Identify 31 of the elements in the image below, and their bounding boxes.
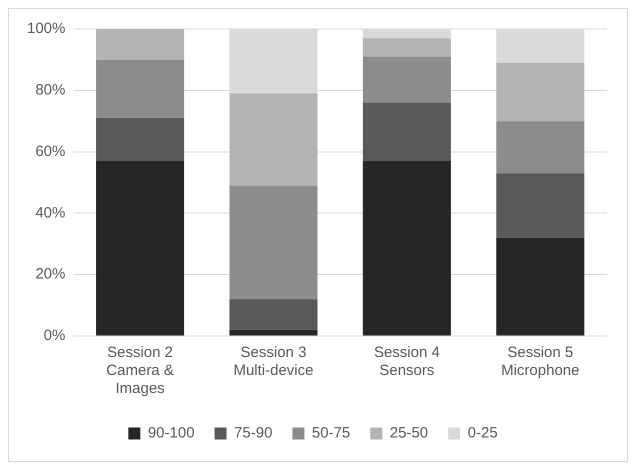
bar [96, 29, 184, 60]
bar [362, 56, 451, 103]
bar [362, 38, 451, 57]
bar [229, 299, 318, 330]
bar [362, 161, 451, 336]
legend-label: 50-75 [312, 424, 350, 442]
bar [96, 118, 184, 162]
x-tick-label: Session 2 Camera & Images [106, 344, 174, 398]
bar [496, 62, 584, 122]
bar [362, 102, 451, 162]
y-tick-label: 20% [35, 266, 66, 283]
bar [229, 186, 318, 300]
bar [229, 330, 318, 336]
y-tick-label: 80% [35, 82, 66, 99]
x-tick-label: Session 3 Multi-device [233, 344, 314, 380]
bar [496, 173, 584, 238]
bar [496, 121, 584, 174]
legend-label: 75-90 [234, 424, 272, 442]
x-tick-label: Session 4 Sensors [374, 344, 440, 380]
bar [96, 161, 184, 336]
x-tick-label: Session 5 Microphone [501, 344, 580, 380]
legend-label: 90-100 [148, 424, 195, 442]
legend-label: 0-25 [468, 424, 498, 442]
bar [496, 238, 584, 336]
y-tick-label: 0% [44, 327, 66, 344]
bar [96, 60, 184, 118]
bar [229, 93, 318, 186]
y-tick-label: 60% [35, 142, 66, 160]
y-tick-label: 100% [26, 20, 66, 38]
legend-label: 25-50 [390, 424, 428, 442]
y-tick-label: 40% [35, 204, 66, 222]
